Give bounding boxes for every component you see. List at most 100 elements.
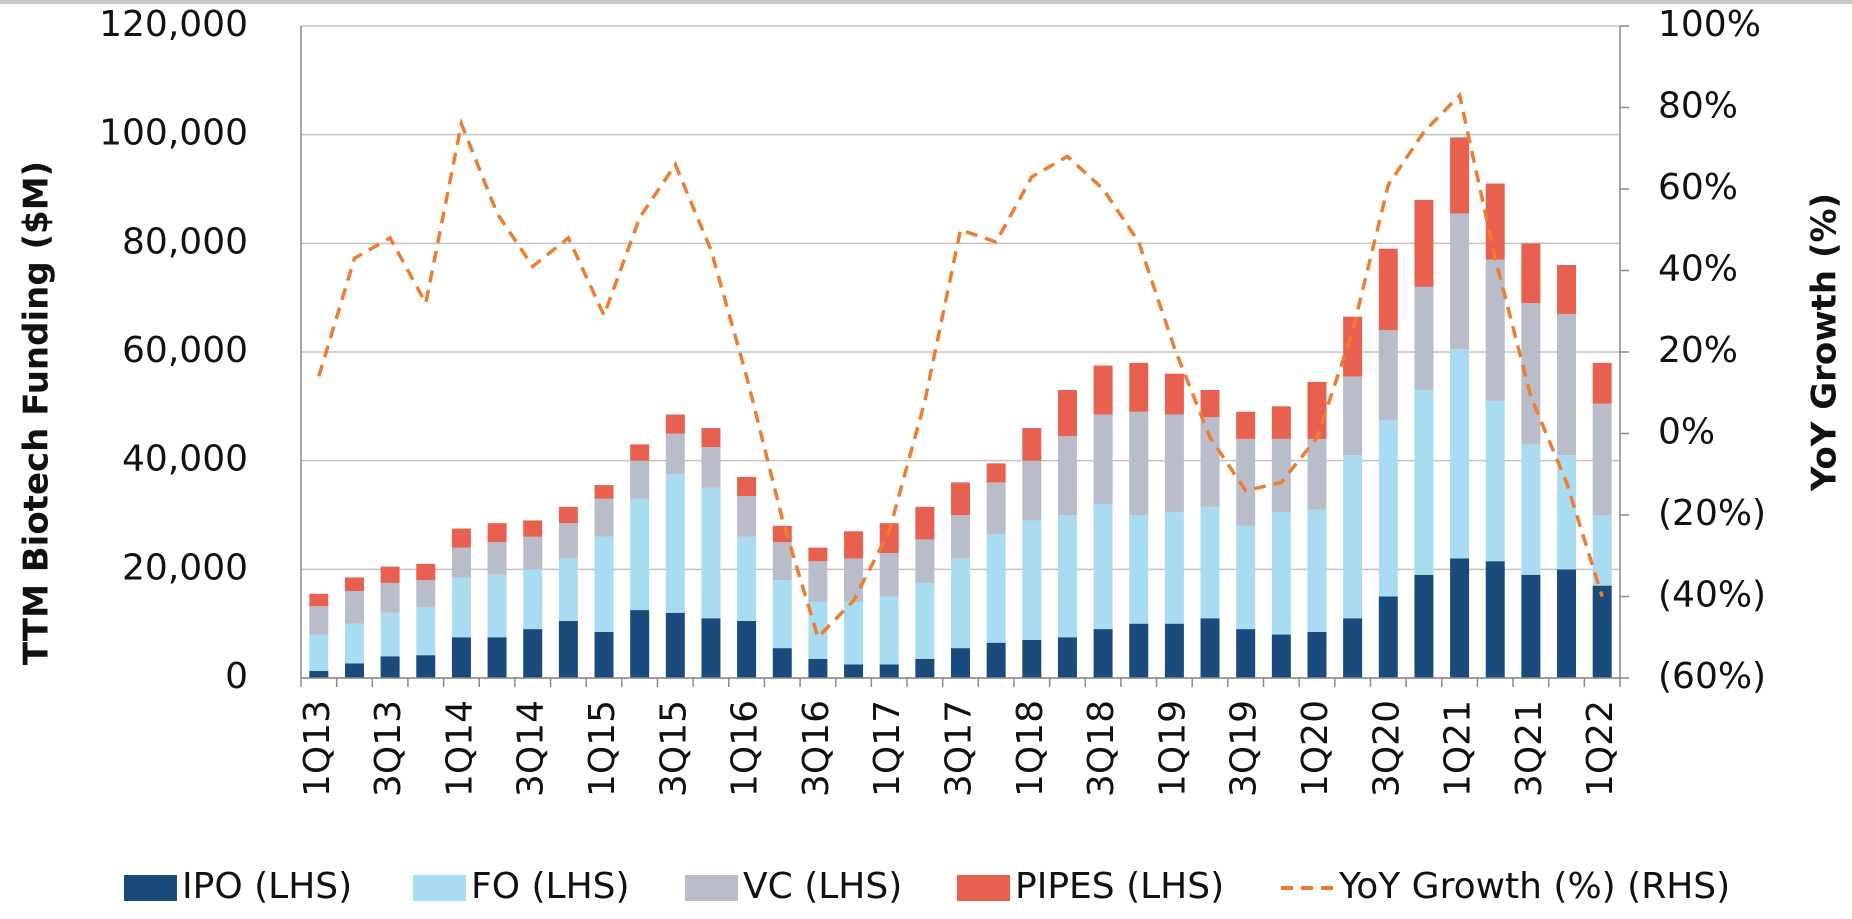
bar-segment bbox=[772, 542, 792, 581]
bar-segment bbox=[879, 523, 899, 554]
bar-segment bbox=[523, 569, 543, 630]
bar-segment bbox=[1450, 137, 1470, 214]
bar-segment bbox=[451, 547, 471, 578]
bar-segment bbox=[1200, 618, 1220, 678]
y-tick-label: 80,000 bbox=[122, 221, 248, 262]
x-tick-label: 1Q14 bbox=[439, 700, 480, 797]
bar-segment bbox=[808, 561, 828, 602]
bar-segment bbox=[737, 536, 757, 621]
bar-segment bbox=[1485, 259, 1505, 401]
bar-segment bbox=[1022, 428, 1042, 461]
bar-segment bbox=[1378, 330, 1398, 420]
bar-segment bbox=[523, 520, 543, 537]
bar-segment bbox=[594, 536, 614, 632]
legend-label: PIPES (LHS) bbox=[1015, 866, 1224, 907]
bar-segment bbox=[1343, 376, 1363, 456]
bar-segment bbox=[951, 648, 970, 678]
bar-segment bbox=[879, 596, 899, 665]
bar-segment bbox=[1057, 390, 1077, 437]
x-tick-label: 3Q18 bbox=[1081, 700, 1122, 797]
legend-swatch bbox=[124, 875, 177, 901]
bar-segment bbox=[1093, 504, 1113, 630]
bar-segment bbox=[844, 664, 864, 678]
bar-segment bbox=[1022, 460, 1042, 521]
x-tick-label: 1Q19 bbox=[1152, 700, 1193, 797]
bar-segment bbox=[416, 655, 436, 678]
bar-segment bbox=[1236, 525, 1256, 630]
bar-segment bbox=[630, 444, 650, 461]
bar-segment bbox=[1200, 390, 1220, 418]
bar-segment bbox=[1236, 438, 1256, 526]
bar-segment bbox=[344, 577, 364, 592]
y-axis-title: TTM Biotech Funding ($M) bbox=[17, 161, 57, 665]
x-tick-label: 1Q18 bbox=[1010, 700, 1051, 797]
bar-segment bbox=[1521, 243, 1541, 304]
bar-segment bbox=[523, 536, 543, 570]
x-tick-label: 3Q16 bbox=[796, 700, 837, 797]
bar-segment bbox=[879, 664, 899, 678]
bar-segment bbox=[451, 637, 471, 678]
legend-swatch bbox=[685, 875, 738, 901]
bar-segment bbox=[558, 523, 578, 559]
bar-segment bbox=[701, 428, 721, 448]
y2-tick-label: 60% bbox=[1658, 167, 1738, 208]
bar-segment bbox=[1129, 411, 1149, 515]
bar-segment bbox=[1450, 558, 1470, 678]
bar-segment bbox=[1271, 438, 1291, 513]
legend-label: YoY Growth (%) (RHS) bbox=[1338, 866, 1730, 907]
bar-segment bbox=[1343, 316, 1363, 377]
bar-segment bbox=[665, 474, 685, 613]
bar-segment bbox=[1236, 411, 1256, 439]
bar-segment bbox=[879, 553, 899, 597]
bar-segment bbox=[416, 607, 436, 656]
bar-segment bbox=[1378, 596, 1398, 678]
x-tick-label: 1Q15 bbox=[582, 700, 623, 797]
bar-segment bbox=[772, 580, 792, 649]
bar-segment bbox=[986, 482, 1006, 535]
bar-segment bbox=[1485, 400, 1505, 562]
y2-tick-label: 20% bbox=[1658, 330, 1738, 371]
bar-segment bbox=[344, 663, 364, 678]
bar-segment bbox=[951, 515, 970, 559]
x-tick-label: 1Q22 bbox=[1580, 700, 1621, 797]
bar-segment bbox=[1236, 629, 1256, 678]
y2-tick-label: 100% bbox=[1658, 4, 1761, 45]
bar-segment bbox=[1450, 213, 1470, 350]
x-tick-label: 1Q20 bbox=[1295, 700, 1336, 797]
y2-tick-label: 40% bbox=[1658, 249, 1738, 290]
x-tick-label: 3Q17 bbox=[939, 700, 980, 797]
bar-segment bbox=[844, 531, 864, 559]
y2-tick-label: 80% bbox=[1658, 86, 1738, 127]
bar-segment bbox=[1307, 438, 1327, 510]
bar-segment bbox=[1164, 512, 1184, 624]
line-series bbox=[317, 91, 1604, 641]
bar-segment bbox=[416, 580, 436, 608]
bar-segment bbox=[915, 506, 935, 540]
bar-segment bbox=[1093, 629, 1113, 678]
y-tick-label: 20,000 bbox=[122, 547, 248, 588]
x-tick-label: 1Q16 bbox=[725, 700, 766, 797]
bar-segment bbox=[1557, 569, 1577, 678]
bar-segment bbox=[701, 487, 721, 619]
bar-segment bbox=[630, 460, 650, 499]
bar-segment bbox=[737, 495, 757, 537]
bar-segment bbox=[558, 506, 578, 524]
bar-segment bbox=[1307, 631, 1327, 678]
bar-segment bbox=[487, 637, 507, 678]
bar-segment bbox=[487, 574, 507, 638]
x-tick-label: 1Q21 bbox=[1438, 700, 1479, 797]
bar-segment bbox=[665, 612, 685, 678]
bar-segment bbox=[1200, 506, 1220, 619]
bar-segment bbox=[772, 648, 792, 678]
bar-segment bbox=[523, 629, 543, 678]
bar-segment bbox=[1592, 585, 1612, 678]
bar-segment bbox=[1129, 362, 1149, 412]
x-tick-label: 3Q15 bbox=[653, 700, 694, 797]
bar-segment bbox=[1521, 444, 1541, 575]
y-tick-label: 120,000 bbox=[99, 4, 248, 45]
legend-label: VC (LHS) bbox=[743, 866, 902, 907]
bar-segment bbox=[1414, 390, 1434, 575]
bar-segment bbox=[986, 642, 1006, 678]
y2-tick-label: 0% bbox=[1658, 412, 1715, 453]
bar-segment bbox=[558, 620, 578, 678]
